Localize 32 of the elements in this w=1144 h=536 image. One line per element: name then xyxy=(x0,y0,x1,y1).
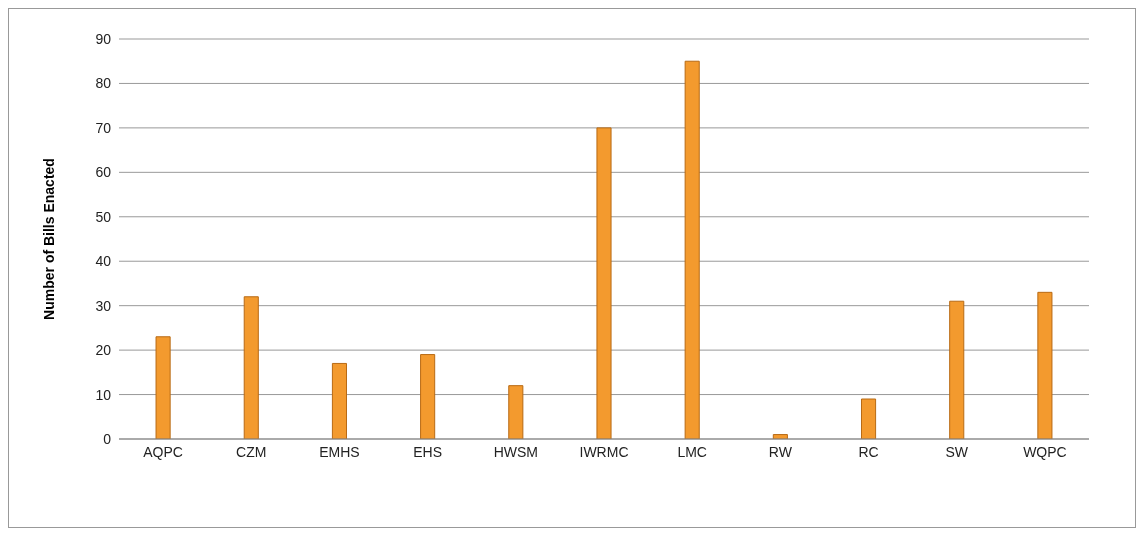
bar xyxy=(331,362,348,439)
bar xyxy=(684,60,700,439)
y-tick-label: 20 xyxy=(95,342,112,359)
x-tick-label: IWRMC xyxy=(579,443,629,460)
y-tick-label: 0 xyxy=(103,430,112,447)
bar xyxy=(1037,291,1053,439)
x-tick-label: LMC xyxy=(677,443,707,460)
y-tick-label: 60 xyxy=(95,164,112,181)
x-tick-label: SW xyxy=(945,443,969,460)
bar xyxy=(155,336,171,439)
y-tick-label: 70 xyxy=(95,119,112,136)
y-tick-label: 30 xyxy=(95,297,112,314)
x-tick-label: RC xyxy=(858,443,879,460)
x-tick-label: EMHS xyxy=(319,443,360,460)
bar xyxy=(949,300,965,439)
bar xyxy=(596,127,612,439)
bar xyxy=(508,385,524,439)
x-tick-label: RW xyxy=(768,443,793,460)
y-tick-label: 10 xyxy=(95,386,112,403)
y-tick-label: 50 xyxy=(95,208,112,225)
x-tick-label: CZM xyxy=(236,443,267,460)
y-tick-label: 80 xyxy=(95,75,112,92)
x-tick-label: EHS xyxy=(413,443,443,460)
x-tick-label: HWSM xyxy=(493,443,538,460)
bar xyxy=(860,398,877,439)
bar xyxy=(243,296,259,439)
bar xyxy=(420,354,436,439)
y-tick-label: 40 xyxy=(95,253,112,270)
y-axis-title: Number of Bills Enacted xyxy=(40,158,57,320)
x-tick-label: AQPC xyxy=(143,443,183,460)
x-tick-label: WQPC xyxy=(1023,443,1067,460)
y-tick-label: 90 xyxy=(95,30,112,47)
